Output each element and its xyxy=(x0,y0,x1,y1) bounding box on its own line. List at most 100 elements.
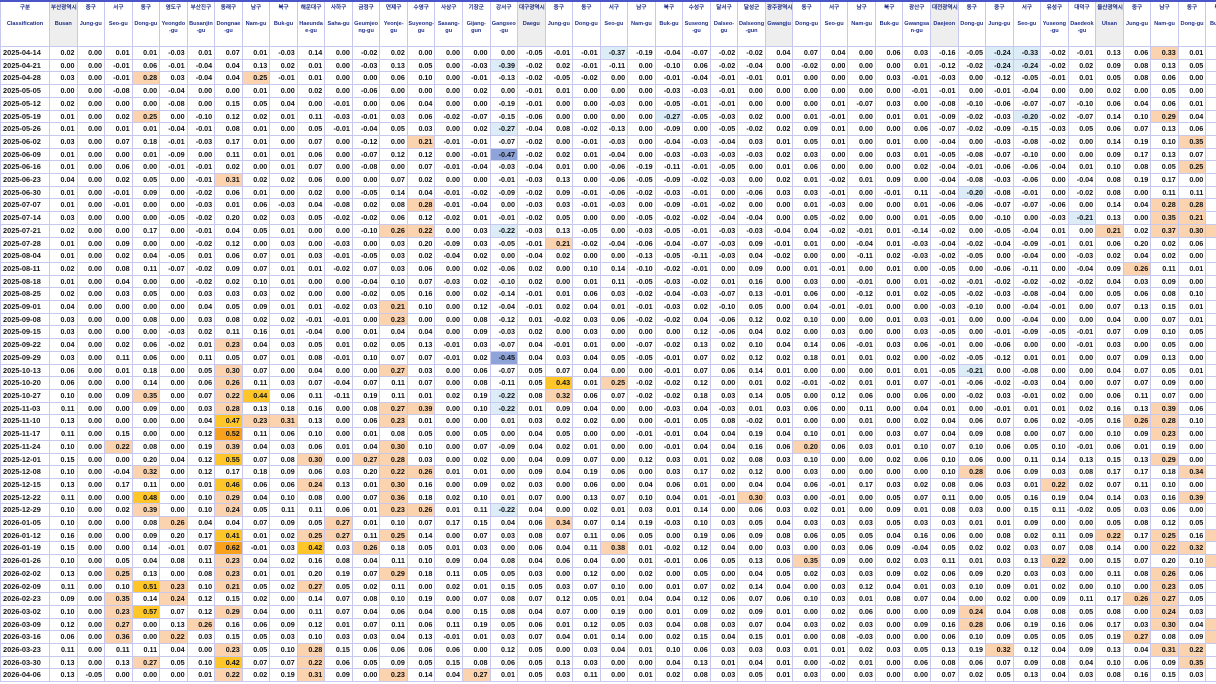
value-cell[interactable]: 0.00 xyxy=(489,198,519,213)
value-cell[interactable]: 0.04 xyxy=(544,465,574,479)
value-cell[interactable]: 0.10 xyxy=(737,338,766,352)
value-cell[interactable]: 0.04 xyxy=(489,516,519,530)
value-cell[interactable]: 0.01 xyxy=(902,211,931,225)
value-cell[interactable]: 0.42 xyxy=(214,655,243,670)
value-cell[interactable]: 0.27 xyxy=(379,401,408,416)
value-cell[interactable]: 0.03 xyxy=(985,388,1014,403)
value-cell[interactable]: -0.03 xyxy=(489,160,519,175)
value-cell[interactable]: 0.11 xyxy=(1205,414,1216,429)
value-cell[interactable]: 0.01 xyxy=(1205,211,1216,225)
value-cell[interactable]: 0.12 xyxy=(819,388,849,403)
value-cell[interactable]: 0.02 xyxy=(572,503,601,518)
value-cell[interactable]: 0.01 xyxy=(104,122,133,136)
value-cell[interactable]: 0.08 xyxy=(489,592,519,606)
value-cell[interactable]: 0.00 xyxy=(572,84,601,98)
value-cell[interactable]: -0.27 xyxy=(654,109,684,124)
value-cell[interactable]: 0.00 xyxy=(269,84,298,98)
value-cell[interactable]: 0.10 xyxy=(296,427,326,441)
value-cell[interactable]: 0.05 xyxy=(1205,541,1216,556)
value-cell[interactable]: 0.02 xyxy=(544,147,574,162)
value-cell[interactable]: 0.00 xyxy=(489,465,519,479)
value-cell[interactable]: -0.01 xyxy=(654,363,684,378)
value-cell[interactable]: 0.02 xyxy=(709,604,739,619)
value-cell[interactable]: 0.00 xyxy=(1177,503,1207,518)
value-cell[interactable]: 0.00 xyxy=(76,338,106,352)
value-cell[interactable]: 0.06 xyxy=(930,528,959,543)
value-cell[interactable]: -0.05 xyxy=(517,46,546,60)
value-cell[interactable]: 0.05 xyxy=(517,579,546,594)
value-cell[interactable]: 0.26 xyxy=(1122,592,1152,606)
value-cell[interactable]: 0.02 xyxy=(819,604,849,619)
column-header[interactable]: 중구 Jung-gu xyxy=(544,0,574,47)
value-cell[interactable]: 0.06 xyxy=(1012,414,1042,429)
value-cell[interactable]: -0.45 xyxy=(489,350,519,365)
value-cell[interactable]: 0.04 xyxy=(1040,376,1069,390)
value-cell[interactable]: 0.00 xyxy=(1177,477,1207,492)
value-cell[interactable]: 0.06 xyxy=(957,477,987,492)
value-cell[interactable]: 0.12 xyxy=(682,376,711,390)
value-cell[interactable]: -0.02 xyxy=(324,211,353,225)
value-cell[interactable]: 0.02 xyxy=(902,477,931,492)
value-cell[interactable]: 0.00 xyxy=(434,439,463,454)
value-cell[interactable]: 0.03 xyxy=(572,325,601,340)
value-cell[interactable]: 0.00 xyxy=(1040,312,1069,327)
value-cell[interactable]: 0.00 xyxy=(104,312,133,327)
value-cell[interactable]: 0.10 xyxy=(1177,287,1207,302)
value-cell[interactable]: -0.01 xyxy=(104,198,133,213)
value-cell[interactable]: 0.16 xyxy=(1040,617,1069,632)
value-cell[interactable]: -0.02 xyxy=(930,249,959,263)
value-cell[interactable]: 0.01 xyxy=(930,401,959,416)
row-date[interactable]: 2025-07-21 xyxy=(0,223,50,238)
value-cell[interactable]: -0.01 xyxy=(654,554,684,568)
value-cell[interactable]: 0.03 xyxy=(269,376,298,390)
value-cell[interactable]: 0.00 xyxy=(186,643,216,657)
value-cell[interactable]: 0.37 xyxy=(1150,223,1179,238)
value-cell[interactable]: -0.01 xyxy=(737,71,766,86)
value-cell[interactable]: 0.05 xyxy=(1095,287,1124,302)
value-cell[interactable]: 0.09 xyxy=(1177,630,1207,645)
value-cell[interactable]: 0.00 xyxy=(1122,211,1152,225)
value-cell[interactable]: 0.02 xyxy=(517,261,546,276)
row-date[interactable]: 2026-02-02 xyxy=(0,566,50,581)
value-cell[interactable]: 0.11 xyxy=(351,528,381,543)
value-cell[interactable]: 0.02 xyxy=(406,173,436,187)
value-cell[interactable]: 0.06 xyxy=(49,363,78,378)
value-cell[interactable]: 0.03 xyxy=(269,439,298,454)
value-cell[interactable]: 0.00 xyxy=(874,604,904,619)
value-cell[interactable]: 0.04 xyxy=(186,300,216,314)
value-cell[interactable]: -0.39 xyxy=(489,58,519,73)
value-cell[interactable]: 0.00 xyxy=(1122,84,1152,98)
value-cell[interactable]: 0.13 xyxy=(104,655,133,670)
value-cell[interactable]: 0.00 xyxy=(985,300,1014,314)
value-cell[interactable]: 0.05 xyxy=(406,655,436,670)
value-cell[interactable]: 0.02 xyxy=(1150,249,1179,263)
value-cell[interactable]: -0.04 xyxy=(324,376,353,390)
value-cell[interactable]: 0.08 xyxy=(324,554,353,568)
value-cell[interactable]: 0.00 xyxy=(1205,566,1216,581)
value-cell[interactable]: 0.00 xyxy=(847,554,876,568)
value-cell[interactable]: 0.04 xyxy=(572,401,601,416)
value-cell[interactable]: 0.23 xyxy=(214,643,243,657)
value-cell[interactable]: 0.11 xyxy=(131,643,161,657)
value-cell[interactable]: 0.26 xyxy=(1150,566,1179,581)
value-cell[interactable]: 0.08 xyxy=(682,668,711,683)
value-cell[interactable]: 0.00 xyxy=(544,503,574,518)
value-cell[interactable]: 0.00 xyxy=(461,414,491,429)
value-cell[interactable]: -0.01 xyxy=(847,300,876,314)
value-cell[interactable]: 0.00 xyxy=(1067,579,1097,594)
value-cell[interactable]: 0.03 xyxy=(847,617,876,632)
value-cell[interactable]: 0.00 xyxy=(572,160,601,175)
value-cell[interactable]: 0.09 xyxy=(792,122,821,136)
value-cell[interactable]: 0.04 xyxy=(737,325,766,340)
value-cell[interactable]: -0.04 xyxy=(930,236,959,251)
value-cell[interactable]: 0.00 xyxy=(544,643,574,657)
value-cell[interactable]: 0.05 xyxy=(296,516,326,530)
value-cell[interactable]: -0.04 xyxy=(902,541,931,556)
value-cell[interactable]: 0.01 xyxy=(874,376,904,390)
value-cell[interactable]: 0.00 xyxy=(1177,338,1207,352)
value-cell[interactable]: 0.09 xyxy=(819,554,849,568)
value-cell[interactable]: -0.03 xyxy=(709,109,739,124)
value-cell[interactable]: 0.02 xyxy=(1040,579,1069,594)
value-cell[interactable]: 0.12 xyxy=(737,465,766,479)
value-cell[interactable]: 0.01 xyxy=(1067,236,1097,251)
